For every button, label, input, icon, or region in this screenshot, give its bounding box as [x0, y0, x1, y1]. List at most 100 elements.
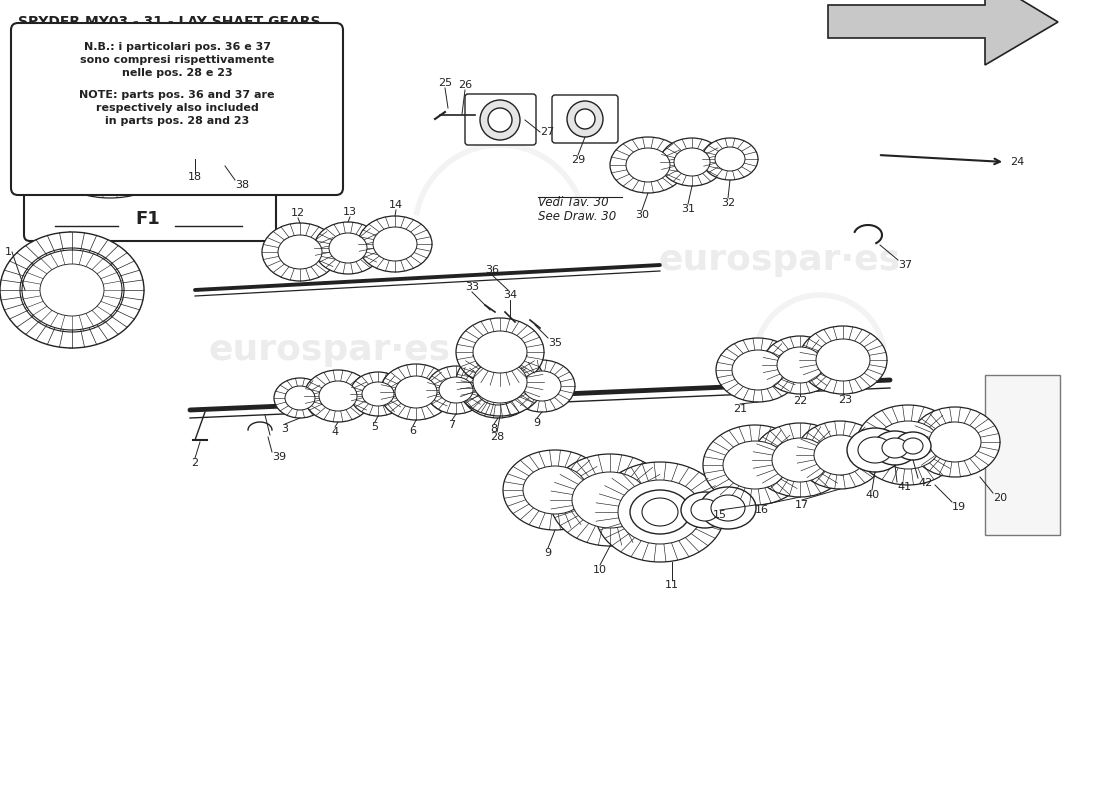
Ellipse shape [40, 120, 120, 180]
Ellipse shape [847, 428, 903, 472]
Text: NOTE: parts pos. 36 and 37 are
respectively also included
in parts pos. 28 and 2: NOTE: parts pos. 36 and 37 are respectiv… [79, 90, 275, 126]
Polygon shape [20, 232, 125, 348]
Text: 9: 9 [544, 548, 551, 558]
Ellipse shape [182, 132, 208, 152]
Ellipse shape [460, 358, 536, 418]
Ellipse shape [681, 492, 729, 528]
Text: 3: 3 [282, 424, 288, 434]
Ellipse shape [816, 339, 870, 381]
Circle shape [575, 109, 595, 129]
Ellipse shape [595, 462, 725, 562]
Ellipse shape [550, 454, 670, 546]
Ellipse shape [626, 148, 670, 182]
Text: 22: 22 [793, 396, 807, 406]
Circle shape [566, 101, 603, 137]
Ellipse shape [723, 441, 786, 489]
FancyBboxPatch shape [552, 95, 618, 143]
Ellipse shape [858, 437, 892, 463]
Text: 11: 11 [666, 580, 679, 590]
Ellipse shape [876, 421, 940, 469]
Text: 5: 5 [372, 422, 378, 432]
Text: 32: 32 [720, 198, 735, 208]
Ellipse shape [358, 216, 432, 272]
Text: 31: 31 [681, 204, 695, 214]
Ellipse shape [362, 382, 394, 406]
Ellipse shape [799, 326, 887, 394]
Ellipse shape [262, 223, 338, 281]
Ellipse shape [373, 227, 417, 261]
Text: 37: 37 [898, 260, 912, 270]
Ellipse shape [642, 498, 678, 526]
Ellipse shape [473, 361, 527, 403]
Ellipse shape [856, 405, 960, 485]
Ellipse shape [456, 318, 544, 386]
Ellipse shape [762, 336, 838, 394]
Text: 1: 1 [6, 247, 12, 257]
Ellipse shape [20, 248, 124, 332]
Ellipse shape [732, 350, 784, 390]
Ellipse shape [522, 466, 587, 514]
Ellipse shape [572, 472, 648, 528]
Ellipse shape [630, 490, 690, 534]
Text: SPYDER MY03 - 31 - LAY SHAFT GEARS: SPYDER MY03 - 31 - LAY SHAFT GEARS [18, 15, 320, 29]
Ellipse shape [173, 125, 217, 159]
Ellipse shape [329, 233, 367, 263]
Ellipse shape [660, 138, 724, 186]
Ellipse shape [278, 235, 322, 269]
Text: 35: 35 [548, 338, 562, 348]
Ellipse shape [58, 133, 102, 167]
Text: 24: 24 [1010, 157, 1024, 167]
Ellipse shape [32, 82, 188, 198]
Ellipse shape [618, 480, 702, 544]
Ellipse shape [895, 432, 931, 460]
Ellipse shape [509, 360, 575, 412]
Ellipse shape [285, 386, 315, 410]
Ellipse shape [379, 364, 452, 420]
Ellipse shape [700, 487, 756, 529]
Ellipse shape [503, 450, 607, 530]
Ellipse shape [426, 366, 486, 414]
Circle shape [480, 100, 520, 140]
Text: 33: 33 [465, 282, 478, 292]
Text: 25: 25 [438, 78, 452, 88]
Ellipse shape [777, 347, 823, 383]
Ellipse shape [314, 222, 382, 274]
Circle shape [488, 108, 512, 132]
Ellipse shape [716, 338, 800, 402]
Ellipse shape [772, 438, 828, 482]
Ellipse shape [703, 425, 807, 505]
Text: 40: 40 [865, 490, 879, 500]
Ellipse shape [473, 331, 527, 373]
Text: 6: 6 [409, 426, 417, 436]
Text: 13: 13 [343, 207, 358, 217]
Ellipse shape [873, 431, 917, 465]
Ellipse shape [910, 407, 1000, 477]
Text: 19: 19 [952, 502, 966, 512]
FancyBboxPatch shape [24, 29, 276, 241]
Text: 4: 4 [331, 427, 339, 437]
Circle shape [209, 126, 241, 158]
Text: 9: 9 [534, 418, 540, 428]
Ellipse shape [674, 148, 710, 176]
Text: eurospar·es: eurospar·es [659, 243, 901, 277]
Text: F1: F1 [135, 210, 161, 228]
Ellipse shape [903, 438, 923, 454]
Text: 8: 8 [491, 424, 497, 434]
Text: 2: 2 [191, 458, 199, 468]
Polygon shape [828, 0, 1058, 65]
Ellipse shape [476, 371, 520, 405]
Text: 41: 41 [896, 482, 911, 492]
Text: 14: 14 [389, 200, 403, 210]
Ellipse shape [439, 377, 473, 403]
Ellipse shape [796, 421, 884, 489]
Ellipse shape [319, 381, 358, 411]
Text: 38: 38 [235, 180, 249, 190]
Text: 23: 23 [838, 395, 853, 405]
Ellipse shape [702, 138, 758, 180]
Ellipse shape [22, 250, 122, 330]
Text: 7: 7 [449, 420, 455, 430]
Text: 27: 27 [540, 127, 554, 137]
Text: 18: 18 [188, 172, 202, 182]
Ellipse shape [691, 499, 719, 521]
Text: 34: 34 [503, 290, 517, 300]
